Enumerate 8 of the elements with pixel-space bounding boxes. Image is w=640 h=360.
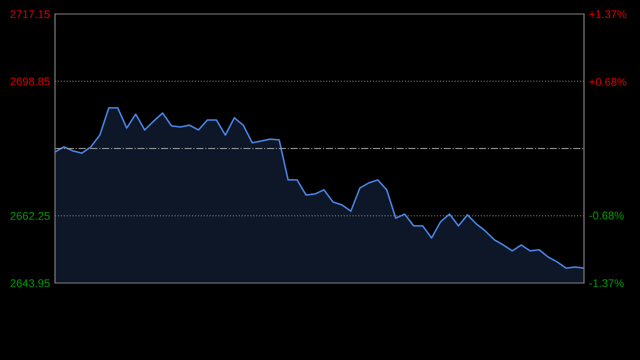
- y-tick-label: 2662.25: [10, 212, 50, 220]
- y-tick-label: 2643.95: [10, 279, 50, 288]
- y2-tick-label: +0.68%: [589, 78, 626, 86]
- y2-tick-label: -0.68%: [589, 212, 624, 220]
- y2-tick-label: -1.37%: [589, 279, 624, 288]
- y-tick-label: 2698.85: [10, 78, 50, 86]
- y-tick-label: 2717.15: [10, 10, 50, 18]
- y2-tick-label: +1.37%: [589, 10, 626, 18]
